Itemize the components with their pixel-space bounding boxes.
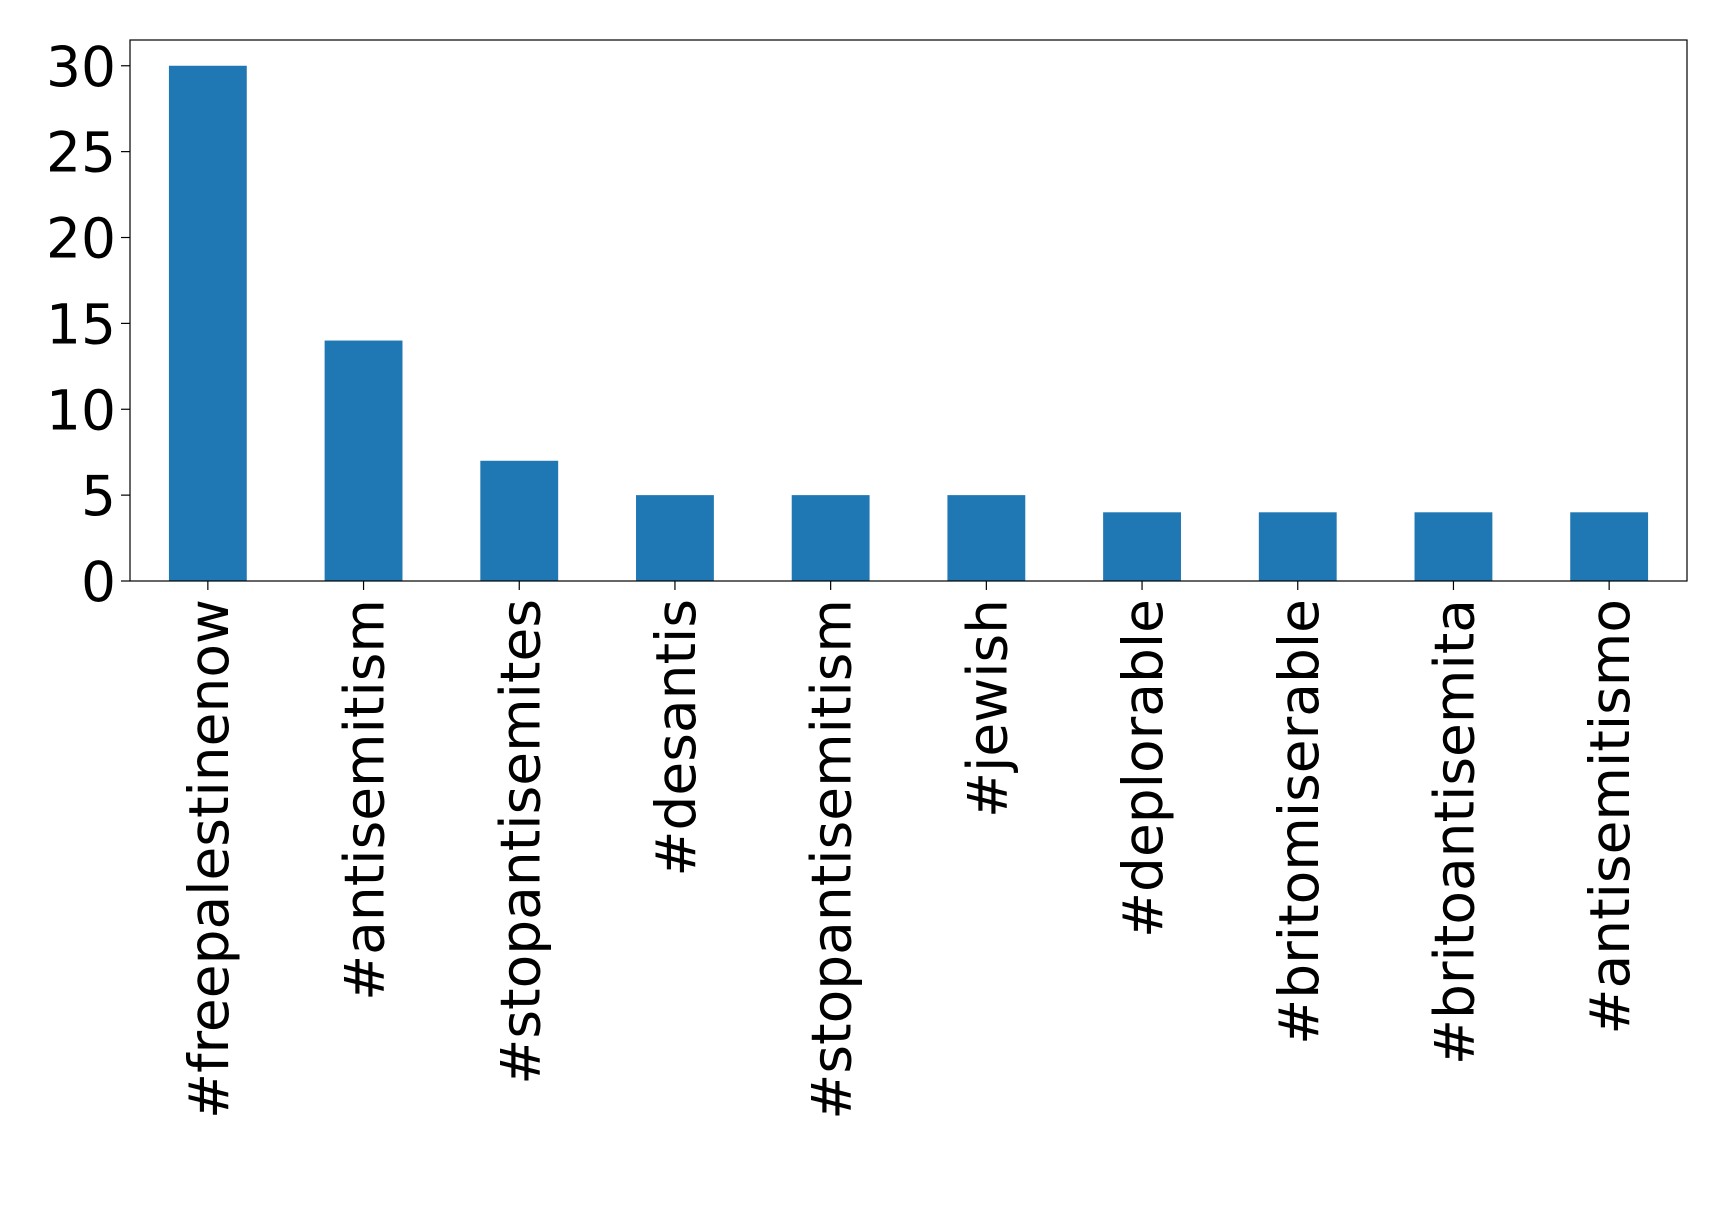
bar <box>480 460 559 581</box>
bar <box>324 340 403 581</box>
x-tick-label: #antisemitismo <box>1578 599 1642 1035</box>
y-tick-label: 30 <box>46 35 116 99</box>
bar <box>168 65 247 581</box>
x-tick-label: #antisemitism <box>333 599 397 1001</box>
x-tick-label: #stopantisemitism <box>800 599 864 1120</box>
bar <box>947 495 1026 581</box>
axes-frame <box>129 39 1688 582</box>
x-tick-label: #britomiserable <box>1267 599 1331 1045</box>
bar <box>1414 512 1493 581</box>
x-tick-label: #jewish <box>955 599 1019 818</box>
bar <box>1103 512 1181 581</box>
y-tick-label: 0 <box>81 550 116 614</box>
y-tick-label: 25 <box>46 121 116 185</box>
bar <box>791 495 870 581</box>
y-tick-label: 5 <box>81 464 116 528</box>
y-tick-label: 10 <box>46 378 116 442</box>
bar <box>636 495 714 581</box>
x-tick-label: #stopantisemites <box>488 599 552 1085</box>
x-tick-label: #britoantisemita <box>1422 599 1486 1065</box>
y-tick-label: 20 <box>46 207 116 271</box>
x-tick-label: #desantis <box>644 599 708 877</box>
x-tick-label: #freepalestinenow <box>177 599 241 1119</box>
bar <box>1570 512 1649 581</box>
x-tick-label: #deplorable <box>1111 599 1175 938</box>
y-tick-label: 15 <box>46 292 116 356</box>
bar <box>1258 512 1337 581</box>
